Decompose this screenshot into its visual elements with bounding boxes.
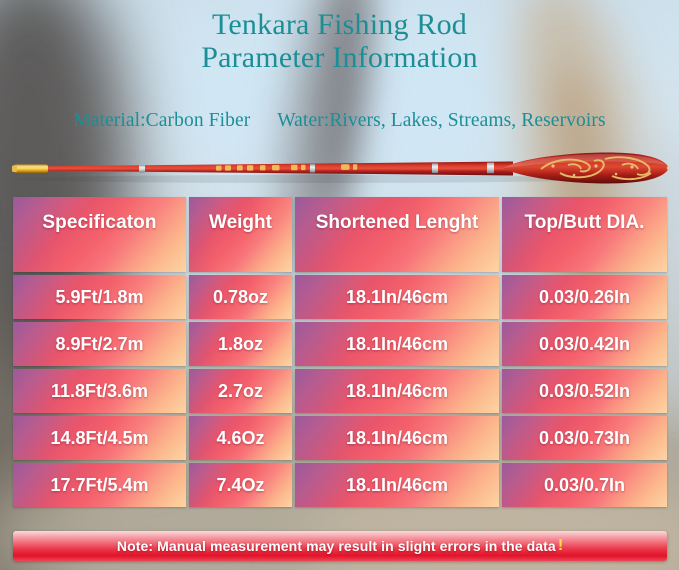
cell-shortened-length: 18.1In/46cm (295, 322, 499, 366)
cell-weight-value: 7.4Oz (216, 475, 265, 495)
cell-specification-value: 8.9Ft/2.7m (55, 334, 144, 354)
rod-shaft (20, 161, 513, 176)
cell-specification-value: 5.9Ft/1.8m (55, 287, 144, 307)
subtitle: Material:Carbon Fiber Water:Rivers, Lake… (0, 110, 679, 132)
cell-top-butt-dia-value: 0.03/0.7In (543, 475, 626, 495)
table-row: 8.9Ft/2.7m 1.8oz 18.1In/46cm 0.03/0.42In (13, 322, 667, 366)
rod-handle (503, 152, 669, 184)
cell-specification-value: 17.7Ft/5.4m (50, 475, 149, 495)
cell-shortened-length: 18.1In/46cm (295, 463, 499, 507)
column-header-weight: Weight (189, 197, 292, 272)
material-label: Material:Carbon Fiber (73, 110, 251, 131)
cell-weight-value: 2.7oz (217, 381, 264, 401)
cell-shortened-length: 18.1In/46cm (295, 416, 499, 460)
cell-top-butt-dia: 0.03/0.73In (502, 416, 667, 460)
water-label: Water:Rivers, Lakes, Streams, Reservoirs (277, 110, 606, 131)
cell-specification: 8.9Ft/2.7m (13, 322, 186, 366)
column-header-specification: Specificaton (13, 197, 186, 272)
table-row: 11.8Ft/3.6m 2.7oz 18.1In/46cm 0.03/0.52I… (13, 369, 667, 413)
cell-top-butt-dia: 0.03/0.7In (502, 463, 667, 507)
rod-ferrule-1 (139, 165, 145, 173)
rod-gold-calligraphy (216, 164, 358, 171)
fishing-rod-image (8, 145, 673, 191)
cell-shortened-length: 18.1In/46cm (295, 369, 499, 413)
cell-shortened-length-value: 18.1In/46cm (345, 381, 449, 401)
rod-butt-end (666, 165, 672, 171)
cell-top-butt-dia: 0.03/0.26In (502, 275, 667, 319)
cell-specification-value: 14.8Ft/4.5m (50, 428, 149, 448)
cell-specification: 14.8Ft/4.5m (13, 416, 186, 460)
fishing-rod-svg (12, 152, 672, 184)
cell-shortened-length: 18.1In/46cm (295, 275, 499, 319)
table-row: 17.7Ft/5.4m 7.4Oz 18.1In/46cm 0.03/0.7In (13, 463, 667, 507)
title-line-2: Parameter Information (201, 41, 478, 74)
column-header-specification-label: Specificaton (42, 212, 157, 233)
rod-dragon-engraving (540, 156, 652, 181)
disclaimer-exclamation: ! (557, 537, 564, 554)
cell-shortened-length-value: 18.1In/46cm (345, 287, 449, 307)
rod-cap-tip (12, 165, 17, 172)
column-header-top-butt-dia: Top/Butt DIA. (502, 197, 667, 272)
column-header-shortened-length-label: Shortened Lenght (315, 212, 479, 233)
cell-specification: 5.9Ft/1.8m (13, 275, 186, 319)
title-line-1: Tenkara Fishing Rod (211, 8, 467, 41)
cell-top-butt-dia: 0.03/0.52In (502, 369, 667, 413)
cell-top-butt-dia: 0.03/0.42In (502, 322, 667, 366)
cell-weight-value: 4.6Oz (216, 428, 265, 448)
cell-top-butt-dia-value: 0.03/0.42In (538, 334, 631, 354)
column-header-top-butt-dia-label: Top/Butt DIA. (524, 212, 645, 233)
disclaimer-note-bar: Note: Manual measurement may result in s… (13, 531, 667, 561)
table-header-row: Specificaton Weight Shortened Lenght Top… (13, 197, 667, 272)
column-header-weight-label: Weight (209, 212, 272, 233)
disclaimer-note-text: Note: Manual measurement may result in s… (116, 538, 556, 554)
rod-shadow (18, 175, 598, 183)
cell-weight-value: 0.78oz (212, 287, 269, 307)
cell-specification: 17.7Ft/5.4m (13, 463, 186, 507)
cell-specification-value: 11.8Ft/3.6m (50, 381, 149, 401)
table-row: 5.9Ft/1.8m 0.78oz 18.1In/46cm 0.03/0.26I… (13, 275, 667, 319)
cell-weight: 0.78oz (189, 275, 292, 319)
cell-weight: 7.4Oz (189, 463, 292, 507)
cell-specification: 11.8Ft/3.6m (13, 369, 186, 413)
specification-table: Specificaton Weight Shortened Lenght Top… (13, 197, 667, 507)
page-title: Tenkara Fishing Rod Parameter Informatio… (0, 8, 679, 74)
cell-top-butt-dia-value: 0.03/0.73In (538, 428, 631, 448)
rod-ferrule-4 (487, 162, 494, 174)
cell-top-butt-dia-value: 0.03/0.26In (538, 287, 631, 307)
cell-top-butt-dia-value: 0.03/0.52In (538, 381, 631, 401)
cell-weight: 2.7oz (189, 369, 292, 413)
rod-ferrule-2 (310, 164, 315, 173)
cell-shortened-length-value: 18.1In/46cm (345, 334, 449, 354)
table-row: 14.8Ft/4.5m 4.6Oz 18.1In/46cm 0.03/0.73I… (13, 416, 667, 460)
cell-weight: 4.6Oz (189, 416, 292, 460)
cell-weight: 1.8oz (189, 322, 292, 366)
cell-shortened-length-value: 18.1In/46cm (345, 475, 449, 495)
rod-dragon-accents (551, 164, 634, 177)
column-header-shortened-length: Shortened Lenght (295, 197, 499, 272)
rod-gold-cap (14, 164, 48, 173)
rod-ferrule-3 (432, 163, 438, 173)
cell-weight-value: 1.8oz (217, 334, 264, 354)
cell-shortened-length-value: 18.1In/46cm (345, 428, 449, 448)
